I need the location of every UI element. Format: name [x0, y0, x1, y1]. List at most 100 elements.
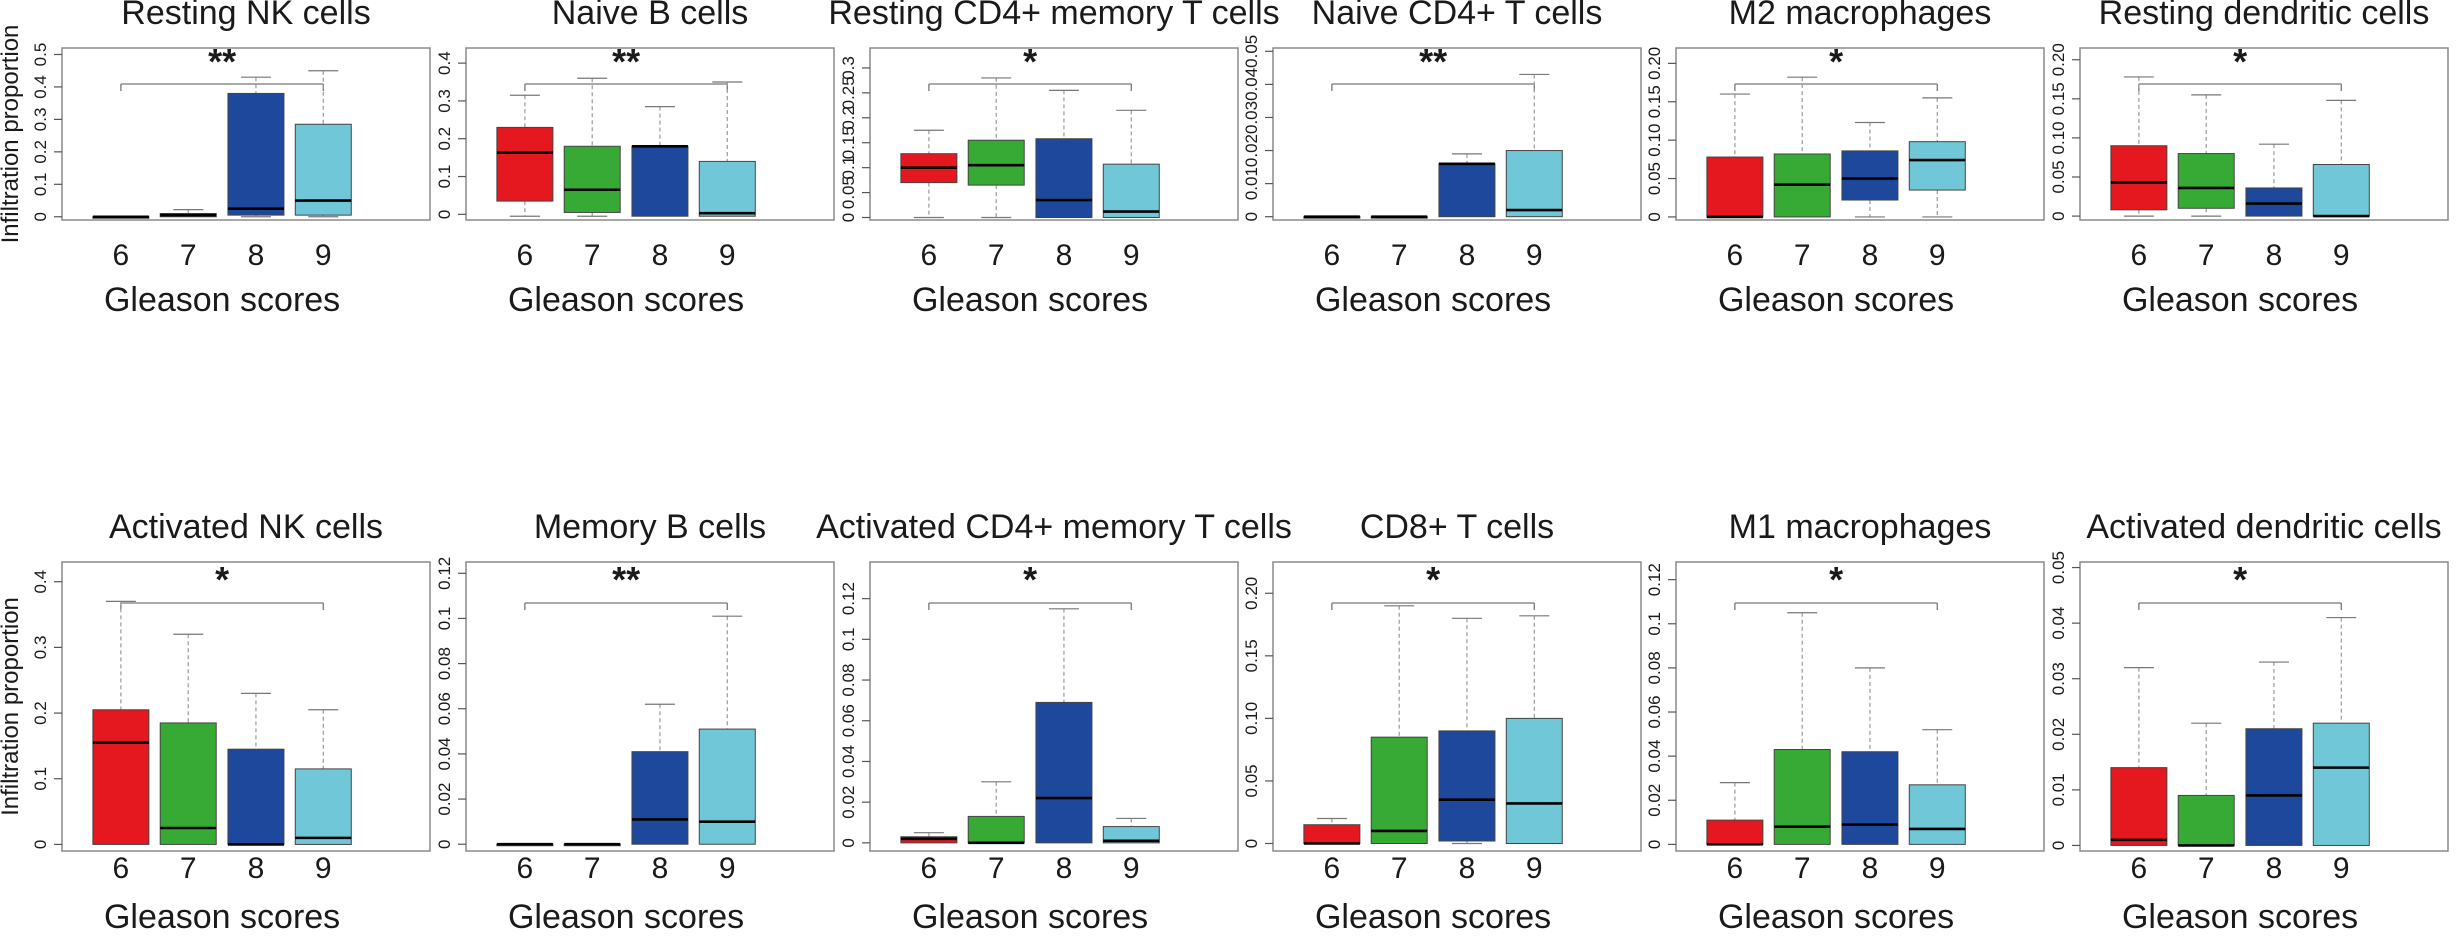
x-tick-label: 7 — [180, 852, 197, 885]
x-axis-label: Gleason scores — [2122, 281, 2358, 319]
box-group-9 — [294, 768, 352, 845]
x-tick-label: 8 — [248, 852, 265, 885]
x-tick-label: 6 — [921, 852, 938, 885]
plot-frame — [2079, 47, 2449, 221]
y-tick-label: 0 — [435, 210, 454, 219]
panel-3: Resting CD4+ memory T cells 0 0.05 0.10.15 0… — [828, 0, 1279, 319]
x-axis-label: Gleason scores — [912, 898, 1148, 936]
box-group-8 — [227, 748, 285, 845]
y-tick-label: 0.08 — [839, 663, 858, 696]
x-axis-label: Gleason scores — [508, 281, 744, 319]
panel-title: Activated NK cells — [109, 508, 383, 546]
y-tick-label: 0.05 — [2049, 551, 2068, 584]
panel-5: M2 macrophages 0 0.05 0.10 0.15 0.20 * 6 7 8 9 Glea… — [1645, 0, 2045, 319]
y-tick-label: 0.01 — [1242, 167, 1261, 200]
y-axis-label: Infiltration proportion — [0, 597, 24, 816]
y-tick-label: 0.3 — [31, 108, 50, 132]
x-tick-label: 7 — [2198, 239, 2215, 272]
y-tick-label: 0.04 — [435, 737, 454, 770]
box-group-9 — [1102, 826, 1160, 844]
x-tick-label: 6 — [517, 852, 534, 885]
box-group-6 — [1303, 824, 1361, 844]
x-tick-label: 6 — [2131, 852, 2148, 885]
x-tick-label: 6 — [113, 239, 130, 272]
y-tick-label: 0.10 — [1645, 124, 1664, 157]
box-group-6 — [1706, 156, 1764, 218]
box-group-6 — [496, 126, 554, 202]
plot-frame — [1272, 561, 1642, 852]
box-group-6 — [2110, 145, 2168, 211]
plot-frame — [1675, 561, 2045, 852]
panel-11: M1 macrophages 0 0.02 0.04 0.06 0.08 0.1 0.12 * 6… — [1645, 508, 2045, 936]
x-tick-label: 9 — [1123, 239, 1140, 272]
box-group-8 — [631, 751, 689, 845]
plot-frame — [1675, 47, 2045, 221]
y-tick-label: 0 — [1242, 212, 1261, 221]
box-group-7 — [563, 145, 621, 213]
x-tick-label: 8 — [1862, 852, 1879, 885]
box-group-9 — [698, 160, 756, 217]
y-tick-label: 0.02 — [1645, 784, 1664, 817]
y-tick-label: 0.06 — [1645, 695, 1664, 728]
y-tick-label: 0.03 — [1242, 101, 1261, 134]
significance-label: * — [215, 559, 229, 600]
y-tick-label: 0.1 — [839, 156, 858, 180]
box-group-9 — [1908, 784, 1966, 845]
y-axis-label: Infiltration proportion — [0, 25, 24, 244]
x-tick-label: 8 — [1459, 239, 1476, 272]
x-axis-label: Gleason scores — [1718, 281, 1954, 319]
significance-label: ** — [612, 559, 640, 600]
panel-title: Naive CD4+ T cells — [1312, 0, 1603, 32]
y-tick-label: 0.15 — [839, 126, 858, 159]
box-group-7 — [2177, 153, 2235, 209]
y-tick-label: 0.02 — [2049, 718, 2068, 751]
significance-label: * — [1023, 41, 1037, 82]
x-tick-label: 6 — [517, 239, 534, 272]
y-tick-label: 0.25 — [839, 76, 858, 109]
y-tick-label: 0 — [1645, 840, 1664, 849]
panel-title: Activated dendritic cells — [2086, 508, 2441, 546]
y-tick-label: 0 — [2049, 211, 2068, 220]
y-tick-label: 0.20 — [1242, 577, 1261, 610]
significance-label: ** — [1419, 41, 1447, 82]
plot-frame — [465, 561, 835, 852]
x-tick-label: 8 — [1056, 239, 1073, 272]
y-tick-label: 0.06 — [839, 704, 858, 737]
y-tick-label: 0.15 — [1242, 639, 1261, 672]
x-tick-label: 9 — [2333, 239, 2350, 272]
x-tick-label: 7 — [1794, 239, 1811, 272]
x-tick-label: 9 — [1929, 852, 1946, 885]
box-group-7 — [1370, 736, 1428, 844]
box-group-9 — [2312, 163, 2370, 217]
box-group-8 — [1035, 138, 1093, 219]
box-group-6 — [92, 709, 150, 845]
significance-label: ** — [208, 41, 236, 82]
x-tick-label: 7 — [1391, 852, 1408, 885]
y-tick-label: 0.04 — [2049, 607, 2068, 640]
panel-title: Resting CD4+ memory T cells — [828, 0, 1279, 32]
x-tick-label: 7 — [1794, 852, 1811, 885]
y-tick-label: 0.2 — [435, 127, 454, 151]
x-tick-label: 7 — [584, 239, 601, 272]
x-tick-label: 9 — [719, 239, 736, 272]
y-tick-label: 0.05 — [1242, 35, 1261, 68]
panel-12: Activated dendritic cells 0 0.01 0.02 0.03 0.… — [2049, 508, 2449, 936]
x-tick-label: 6 — [1324, 852, 1341, 885]
x-tick-label: 8 — [2266, 852, 2283, 885]
x-axis-label: Gleason scores — [104, 898, 340, 936]
y-tick-label: 0.2 — [31, 140, 50, 164]
y-tick-label: 0 — [31, 212, 50, 221]
y-tick-label: 0.12 — [839, 582, 858, 615]
panel-2: Naive B cells 0 0.1 0.2 0.3 0.4 ** 6 7 8 9 Gleason … — [435, 0, 835, 319]
y-tick-label: 0.1 — [31, 767, 50, 791]
panel-1: Resting NK cells 0 0.1 0.2 0.3 0.4 0.5 Infiltra… — [0, 0, 431, 319]
y-tick-label: 0.1 — [1645, 612, 1664, 636]
x-axis-label: Gleason scores — [508, 898, 744, 936]
x-tick-label: 6 — [921, 239, 938, 272]
plot-frame — [1272, 47, 1642, 221]
y-tick-label: 0.3 — [31, 636, 50, 660]
box-group-7 — [1773, 749, 1831, 845]
x-tick-label: 6 — [1727, 852, 1744, 885]
